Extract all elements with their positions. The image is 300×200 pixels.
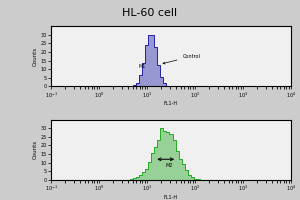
Text: M2: M2 xyxy=(165,163,172,168)
X-axis label: FL1-H: FL1-H xyxy=(164,195,178,200)
Text: M1: M1 xyxy=(139,64,146,69)
Y-axis label: Counts: Counts xyxy=(33,140,38,159)
Text: HL-60 cell: HL-60 cell xyxy=(122,8,178,18)
X-axis label: FL1-H: FL1-H xyxy=(164,101,178,106)
Y-axis label: Counts: Counts xyxy=(33,47,38,66)
Text: Control: Control xyxy=(163,54,200,64)
